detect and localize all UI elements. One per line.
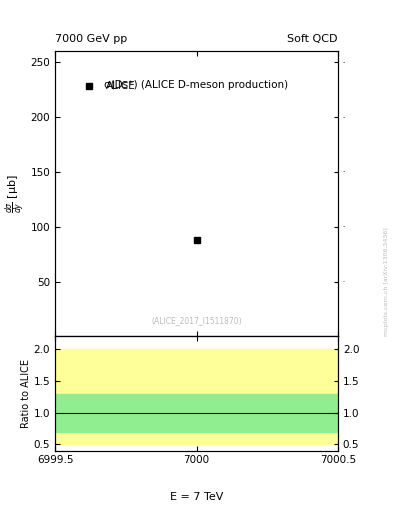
- Text: (ALICE_2017_I1511870): (ALICE_2017_I1511870): [151, 316, 242, 325]
- Text: 7000 GeV pp: 7000 GeV pp: [55, 33, 127, 44]
- Text: ALICE: ALICE: [106, 81, 136, 91]
- Text: E = 7 TeV: E = 7 TeV: [170, 492, 223, 502]
- Y-axis label: $\frac{d\sigma}{dy}$ [μb]: $\frac{d\sigma}{dy}$ [μb]: [4, 175, 28, 213]
- Bar: [55, 349, 338, 444]
- Text: Soft QCD: Soft QCD: [288, 33, 338, 44]
- Y-axis label: Ratio to ALICE: Ratio to ALICE: [21, 359, 31, 428]
- Bar: [55, 394, 338, 432]
- Text: mcplots.cern.ch [arXiv:1306.3436]: mcplots.cern.ch [arXiv:1306.3436]: [384, 227, 389, 336]
- Text: σ(Ds⁺) (ALICE D-meson production): σ(Ds⁺) (ALICE D-meson production): [105, 80, 288, 90]
